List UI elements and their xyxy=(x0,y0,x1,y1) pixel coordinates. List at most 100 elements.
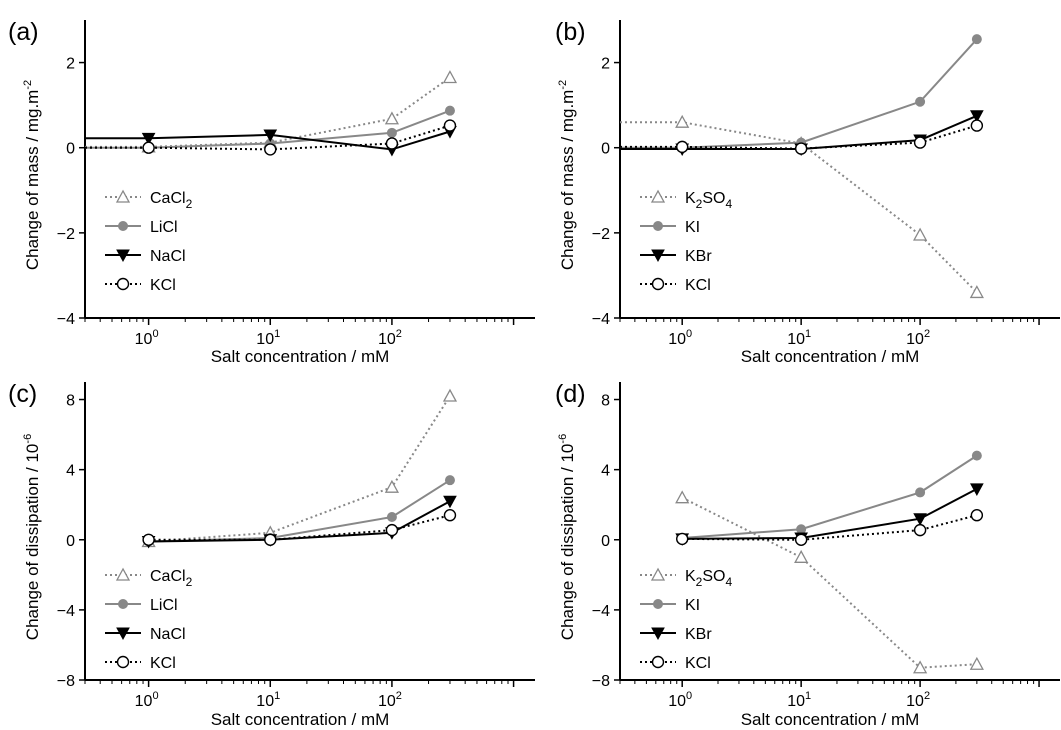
data-point xyxy=(913,660,928,674)
legend-label: KCl xyxy=(685,655,711,672)
legend-marker xyxy=(116,249,130,263)
legend-marker xyxy=(116,277,130,291)
legend-marker xyxy=(650,567,666,581)
data-point xyxy=(675,532,689,546)
x-tick-label: 101 xyxy=(787,328,811,348)
legend-label: KI xyxy=(685,597,700,614)
data-point xyxy=(915,487,926,498)
y-tick-label: −4 xyxy=(592,603,610,620)
data-point xyxy=(969,285,984,299)
legend-marker xyxy=(653,599,663,609)
legend: K2SO4 KI KBr KCl xyxy=(640,567,732,672)
x-tick-label: 100 xyxy=(668,690,692,710)
series-KCl xyxy=(85,119,457,156)
data-point xyxy=(385,137,399,150)
legend-marker xyxy=(116,627,130,641)
x-axis-title: Salt concentration / mM xyxy=(211,710,390,729)
x-tick-label: 101 xyxy=(256,328,280,348)
legend-marker xyxy=(115,567,131,581)
y-tick-label: 0 xyxy=(601,141,610,158)
y-tick-label: 2 xyxy=(601,56,610,73)
data-point xyxy=(796,524,807,535)
data-point xyxy=(443,509,457,522)
data-point xyxy=(675,490,690,504)
data-point xyxy=(794,533,808,546)
data-point xyxy=(794,142,808,155)
data-point xyxy=(442,388,458,402)
legend: K2SO4 KI KBr KCl xyxy=(640,189,732,294)
legend: CaCl2 LiCl NaCl KCl xyxy=(105,189,193,294)
y-tick-label: 4 xyxy=(66,463,75,480)
series-KI xyxy=(620,34,982,153)
legend-label: NaCl xyxy=(150,626,186,643)
series-LiCl xyxy=(143,475,455,547)
data-point xyxy=(971,450,982,461)
legend-marker xyxy=(118,599,128,609)
data-point xyxy=(142,533,155,546)
data-point xyxy=(970,509,984,522)
x-axis-title: Salt concentration / mM xyxy=(211,347,390,366)
legend-label: K2SO4 xyxy=(685,568,732,589)
y-tick-label: −4 xyxy=(592,311,610,328)
data-point xyxy=(675,140,689,154)
series-K2SO4 xyxy=(675,490,984,674)
legend-label: CaCl2 xyxy=(150,568,193,589)
legend-marker xyxy=(651,627,665,641)
y-tick-label: −2 xyxy=(592,226,610,243)
x-tick-label: 101 xyxy=(787,690,811,710)
series-line xyxy=(682,454,978,539)
y-tick-label: 8 xyxy=(601,393,610,410)
data-point xyxy=(384,479,400,493)
data-point xyxy=(913,227,928,241)
x-tick-label: 102 xyxy=(906,690,930,710)
y-tick-label: −8 xyxy=(57,673,75,690)
y-tick-label: 4 xyxy=(601,463,610,480)
legend-label: KBr xyxy=(685,248,712,265)
y-tick-label: −8 xyxy=(592,673,610,690)
y-tick-label: 2 xyxy=(66,56,75,73)
series-line xyxy=(620,38,978,149)
series-line xyxy=(148,500,451,543)
series-line xyxy=(682,514,978,541)
y-tick-label: 0 xyxy=(66,141,75,158)
series-line xyxy=(148,395,451,543)
data-point xyxy=(386,127,397,138)
data-point xyxy=(970,483,984,496)
series-KI xyxy=(677,450,982,544)
y-tick-label: −2 xyxy=(57,226,75,243)
data-point xyxy=(385,523,399,537)
data-point xyxy=(970,119,984,132)
series-KCl xyxy=(620,119,984,155)
x-tick-label: 100 xyxy=(668,328,692,348)
legend-label: KCl xyxy=(150,277,176,294)
x-tick-label: 101 xyxy=(256,690,280,710)
x-tick-label: 102 xyxy=(906,328,930,348)
series-line xyxy=(681,496,977,669)
legend-marker xyxy=(118,221,128,231)
data-point xyxy=(384,111,400,125)
x-axis-title: Salt concentration / mM xyxy=(741,347,920,366)
data-point xyxy=(141,132,156,146)
series-line xyxy=(682,488,978,540)
panel-label: (a) xyxy=(8,18,39,46)
legend-marker xyxy=(650,189,666,203)
y-axis-title: Change of dissipation / 10-6 xyxy=(557,434,577,640)
data-point xyxy=(444,105,455,116)
data-point xyxy=(913,523,927,537)
data-point xyxy=(915,96,926,107)
legend-label: KBr xyxy=(685,626,712,643)
data-point xyxy=(913,513,927,526)
y-tick-label: 8 xyxy=(66,393,75,410)
x-tick-label: 100 xyxy=(135,328,159,348)
legend-marker xyxy=(116,655,130,669)
data-point xyxy=(264,533,277,546)
legend-marker xyxy=(115,189,131,203)
series-line xyxy=(148,514,451,541)
y-tick-label: 0 xyxy=(601,533,610,550)
legend: CaCl2 LiCl NaCl KCl xyxy=(105,567,193,672)
